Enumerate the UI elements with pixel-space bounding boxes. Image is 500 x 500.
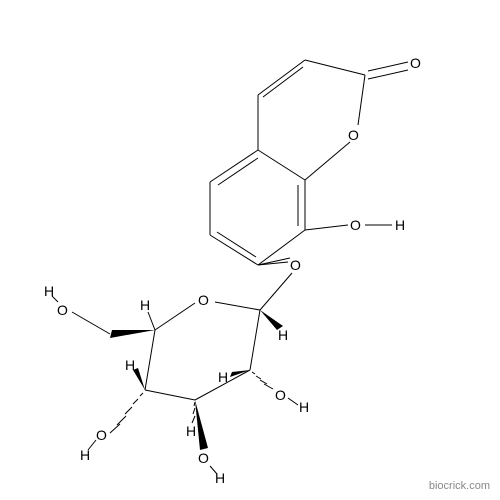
atom-o-glycosidic: O	[290, 257, 301, 273]
atom-h-oh-c6: H	[44, 283, 54, 299]
atom-o-c3: O	[198, 450, 209, 466]
atom-h-anomeric: H	[278, 327, 288, 343]
atom-o-carbonyl: O	[410, 55, 421, 71]
atom-h-oh-c3: H	[215, 470, 225, 486]
atom-h-phenol: H	[395, 217, 405, 233]
atom-h-oh-c2: H	[299, 399, 309, 415]
watermark-text: biocrick.com	[429, 480, 490, 492]
atom-o-c6: O	[57, 302, 68, 318]
atom-h-c2: H	[218, 369, 228, 385]
atom-h-c5: H	[140, 297, 150, 313]
atom-o-c2: O	[275, 387, 286, 403]
atom-o-c4: O	[96, 427, 107, 443]
molecule-diagram: O O O H O O H H O H H O H H O H H O H	[0, 0, 500, 500]
atom-o-pyranose: O	[198, 292, 209, 308]
atom-h-oh-c4: H	[80, 447, 90, 463]
atom-h-c3: H	[186, 423, 196, 439]
atom-h-c4: H	[125, 357, 135, 373]
atom-o-lactone: O	[348, 127, 359, 143]
atom-o-phenol: O	[350, 217, 361, 233]
